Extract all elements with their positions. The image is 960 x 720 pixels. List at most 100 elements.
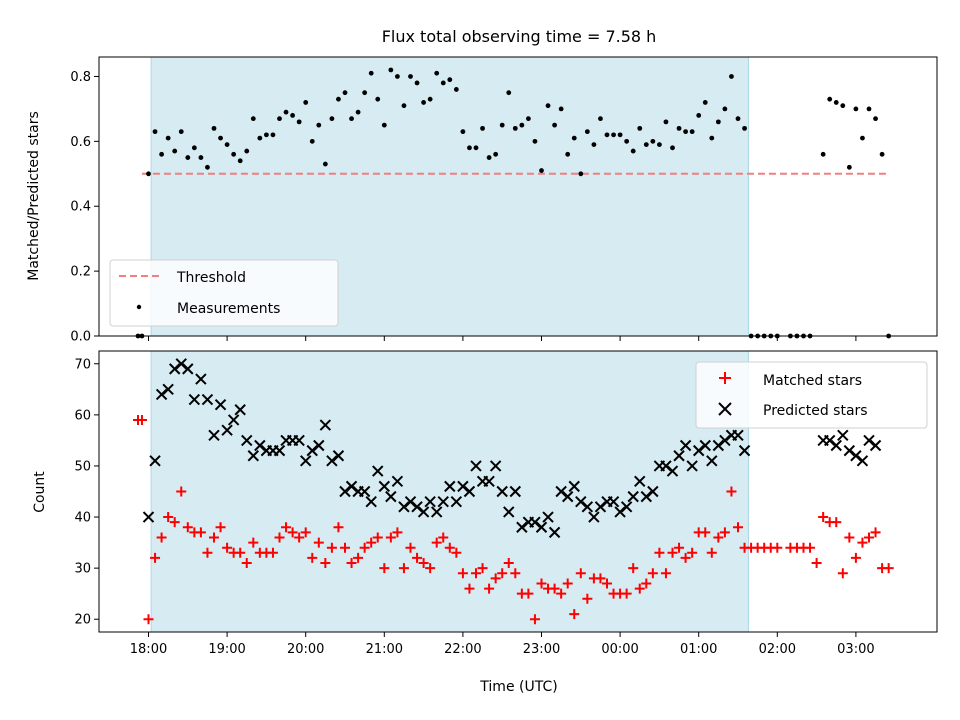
- measurement-point: [205, 164, 210, 170]
- predicted-star-point: [162, 383, 174, 396]
- matched-star-point: [706, 547, 717, 558]
- measurement-point: [290, 112, 295, 118]
- y-tick-label: 0.0: [70, 330, 91, 345]
- measurement-point: [591, 142, 597, 147]
- y-tick-label: 0.8: [70, 70, 91, 85]
- measurement-point: [303, 100, 309, 105]
- predicted-star-point: [208, 429, 220, 442]
- matched-star-point: [772, 542, 783, 553]
- predicted-star-point: [385, 490, 397, 503]
- measurement-point: [329, 116, 335, 122]
- measurement-point: [146, 171, 151, 177]
- predicted-star-point: [706, 455, 718, 467]
- matched-star-point: [490, 573, 501, 584]
- y-tick-label: 0.4: [70, 200, 91, 215]
- legend-measurements-label: Measurements: [177, 301, 280, 317]
- predicted-star-point: [339, 485, 351, 498]
- predicted-star-point: [588, 511, 600, 523]
- predicted-star-point: [241, 434, 253, 447]
- predicted-star-point: [175, 358, 187, 370]
- measurement-point: [558, 106, 564, 112]
- measurement-point: [421, 100, 426, 105]
- predicted-star-point: [372, 465, 384, 477]
- matched-star-point: [811, 558, 822, 569]
- matched-star-point: [719, 527, 730, 538]
- matched-star-point: [654, 547, 665, 558]
- matched-star-point: [857, 537, 868, 548]
- measurement-point: [316, 122, 322, 128]
- matched-star-point: [484, 583, 495, 594]
- measurement-point: [624, 138, 630, 144]
- measurement-point: [322, 161, 328, 167]
- matched-star-point: [850, 552, 861, 563]
- count-panel: 20 30 40 50 60 70 18:00 19:00 20:00 21:00 22:00 23…: [32, 350, 938, 695]
- predicted-star-point: [378, 480, 391, 493]
- predicted-star-point: [607, 496, 620, 508]
- matched-star-point: [294, 532, 305, 543]
- predicted-star-point: [293, 434, 305, 447]
- matched-star-point: [392, 527, 403, 538]
- measurement-point: [453, 87, 459, 92]
- matched-star-point: [398, 563, 409, 574]
- measurement-point: [729, 74, 734, 79]
- matched-star-point: [733, 522, 743, 533]
- predicted-star-point: [457, 480, 469, 493]
- predicted-star-point: [430, 506, 443, 518]
- predicted-star-point: [732, 429, 744, 442]
- predicted-star-point: [254, 439, 266, 452]
- measurement-point: [532, 138, 538, 144]
- matched-star-point: [700, 527, 711, 538]
- legend-predicted-label: Predicted stars: [763, 403, 868, 419]
- y-tick-label: 0.2: [70, 265, 91, 280]
- matched-star-point: [385, 532, 396, 543]
- measurement-point: [447, 77, 453, 83]
- measurement-point: [650, 138, 656, 144]
- predicted-star-point: [575, 496, 587, 508]
- predicted-star-point: [614, 506, 626, 518]
- predicted-star-point: [142, 511, 155, 523]
- measurement-point: [552, 122, 557, 128]
- predicted-star-point: [686, 460, 698, 472]
- matched-star-point: [215, 522, 226, 533]
- measurement-point: [663, 119, 669, 125]
- matched-star-point: [169, 517, 180, 528]
- measurement-point: [178, 129, 184, 135]
- predicted-star-point: [719, 434, 731, 447]
- matched-star-point: [346, 558, 357, 569]
- matched-star-point: [366, 537, 377, 548]
- matched-star-point: [837, 568, 848, 579]
- measurement-point: [735, 116, 741, 122]
- measurement-point: [460, 129, 466, 135]
- predicted-star-point: [483, 475, 495, 487]
- observing-window-shade-bottom: [150, 350, 749, 633]
- y-tick-label: 20: [74, 613, 91, 628]
- measurement-point: [198, 155, 204, 160]
- predicted-star-point: [548, 526, 561, 539]
- measurement-point: [408, 74, 413, 79]
- measurement-point: [414, 80, 420, 86]
- matched-star-point: [864, 532, 874, 543]
- measurement-point: [637, 125, 643, 131]
- predicted-star-point: [594, 501, 607, 513]
- matched-star-point: [464, 583, 475, 594]
- legend-predicted-swatch: [718, 402, 732, 416]
- predicted-star-point: [568, 480, 580, 493]
- x-tick-label: 03:00: [837, 642, 874, 657]
- predicted-star-point: [168, 363, 181, 375]
- matched-star-point: [163, 512, 174, 523]
- x-tick-label: 01:00: [680, 642, 717, 657]
- ratio-legend: Threshold Measurements: [109, 259, 339, 327]
- predicted-star-point: [411, 501, 423, 513]
- predicted-star-point: [581, 501, 594, 513]
- measurement-point: [480, 125, 485, 131]
- predicted-star-point: [201, 393, 214, 406]
- legend-threshold-label: Threshold: [176, 270, 246, 286]
- matched-star-point: [248, 537, 259, 548]
- y-tick-label: 30: [74, 562, 91, 577]
- x-tick-label: 20:00: [287, 642, 324, 657]
- matched-star-point: [412, 552, 423, 563]
- matched-star-point: [523, 588, 534, 599]
- x-tick-label: 21:00: [366, 642, 403, 657]
- ratio-panel: 0.00.20.40.60.8 Matched/Predicted stars …: [26, 56, 938, 345]
